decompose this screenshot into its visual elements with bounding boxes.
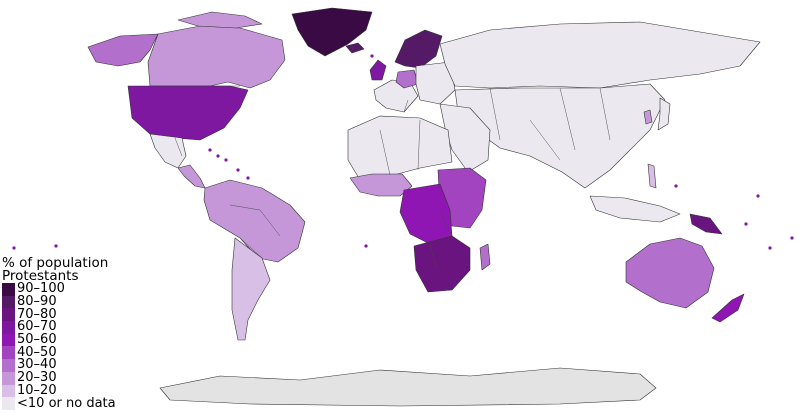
region-southern-africa xyxy=(413,235,471,293)
region-south-korea xyxy=(643,109,653,125)
legend-swatch xyxy=(2,371,15,385)
region-western-europe xyxy=(373,79,419,113)
legend-swatch xyxy=(2,308,15,322)
legend-label: 40–50 xyxy=(17,344,57,360)
region-central-america xyxy=(177,164,206,189)
legend-label: 30–40 xyxy=(17,357,57,373)
legend-label: 20–30 xyxy=(17,370,57,386)
legend-title-line2: Protestants xyxy=(2,268,79,284)
legend-label: 90–100 xyxy=(17,281,65,297)
region-antarctica xyxy=(159,367,657,407)
legend-item: 40–50 xyxy=(2,344,116,360)
region-usa xyxy=(127,85,249,141)
region-uk xyxy=(369,59,387,81)
legend-swatch xyxy=(2,283,15,296)
legend-label: <10 or no data xyxy=(17,395,116,411)
small-islands xyxy=(12,54,794,250)
legend-swatch xyxy=(2,384,15,398)
legend-swatch xyxy=(2,359,15,372)
region-mexico xyxy=(149,133,187,169)
legend-item: 90–100 xyxy=(2,281,116,297)
legend-item: 10–20 xyxy=(2,382,116,398)
legend-label: 60–70 xyxy=(17,319,57,335)
legend-item: <10 or no data xyxy=(2,397,116,410)
legend-item: 50–60 xyxy=(2,332,116,348)
region-philippines xyxy=(647,163,657,189)
legend-label: 50–60 xyxy=(17,332,57,348)
region-scandinavia xyxy=(394,29,443,69)
legend-item: 30–40 xyxy=(2,357,116,373)
legend-label: 10–20 xyxy=(17,382,57,398)
legend-label: 70–80 xyxy=(17,306,57,322)
region-greenland xyxy=(291,7,373,57)
region-alaska xyxy=(87,33,159,67)
legend-item: 70–80 xyxy=(2,306,116,322)
legend: % of population Protestants 90–100 80–90 7… xyxy=(2,255,116,410)
legend-label: 80–90 xyxy=(17,294,57,310)
legend-item: 20–30 xyxy=(2,370,116,386)
region-australia xyxy=(625,237,715,309)
region-south-america-north xyxy=(203,179,306,263)
legend-item: 60–70 xyxy=(2,319,116,335)
region-south-america-south xyxy=(231,237,271,341)
region-west-africa xyxy=(349,173,413,197)
legend-swatch xyxy=(2,321,15,334)
legend-swatch xyxy=(2,295,15,309)
region-germany xyxy=(395,69,419,89)
legend-title-line1: % of population xyxy=(2,255,109,271)
legend-items: 90–100 80–90 70–80 60–70 50–60 40–50 30–40 20–3… xyxy=(2,281,116,410)
region-russia xyxy=(439,21,761,89)
region-madagascar xyxy=(479,243,491,271)
country-borders xyxy=(150,85,611,269)
region-canada-arctic xyxy=(177,11,263,29)
legend-swatch xyxy=(2,397,15,410)
region-new-zealand xyxy=(711,293,745,323)
region-north-africa xyxy=(347,115,453,181)
legend-item: 80–90 xyxy=(2,294,116,310)
region-png xyxy=(689,213,723,235)
legend-swatch xyxy=(2,346,15,360)
region-se-asia-islands xyxy=(589,195,681,223)
region-iceland xyxy=(345,42,365,54)
region-canada xyxy=(147,25,286,89)
region-japan xyxy=(657,97,671,131)
legend-swatch xyxy=(2,333,15,347)
